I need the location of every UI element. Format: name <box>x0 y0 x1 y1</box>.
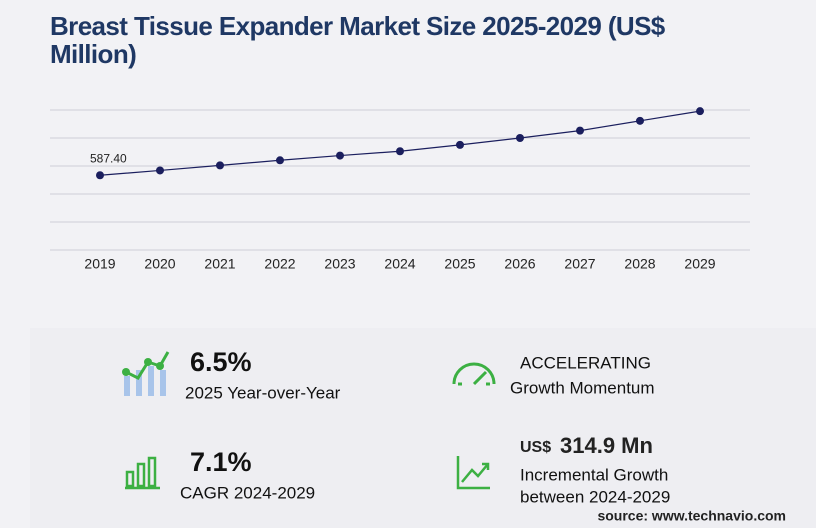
point <box>516 134 524 142</box>
incremental-icon <box>456 456 490 490</box>
x-tick-label: 2029 <box>684 256 715 272</box>
stat-unit: US$ <box>520 439 551 456</box>
point <box>96 171 104 180</box>
stat-label: Incremental Growth <box>520 465 668 484</box>
x-tick-label: 2028 <box>624 256 655 272</box>
point <box>276 156 284 165</box>
x-tick-label: 2026 <box>504 256 535 272</box>
source: source: www.technavio.com <box>597 508 786 524</box>
x-tick-label: 2027 <box>564 256 595 272</box>
momentum-icon <box>452 362 496 386</box>
point <box>696 107 704 116</box>
data-label: 587.40 <box>90 151 127 165</box>
point <box>636 116 644 125</box>
x-tick-label: 2025 <box>444 256 475 272</box>
point <box>576 126 584 135</box>
x-tick-label: 2019 <box>84 256 115 272</box>
stat-value: 314.9 Mn <box>560 433 653 458</box>
stat-value: 6.5% <box>190 347 252 377</box>
stat-label: between 2024-2029 <box>520 487 670 506</box>
point <box>336 151 344 160</box>
chart-title: Breast Tissue Expander Market Size 2025-… <box>50 11 665 69</box>
stats-panel <box>30 328 816 528</box>
stat-value: 7.1% <box>190 447 252 477</box>
point <box>456 140 464 149</box>
stat-label: 2025 Year-over-Year <box>185 383 341 402</box>
cagr-icon <box>125 456 160 490</box>
point <box>156 166 164 175</box>
point <box>396 147 404 156</box>
x-tick-label: 2020 <box>144 256 175 272</box>
stat-value: ACCELERATING <box>520 353 651 372</box>
x-tick-label: 2023 <box>324 256 355 272</box>
point <box>216 161 224 170</box>
x-tick-label: 2024 <box>384 256 415 272</box>
stat-label: CAGR 2024-2029 <box>180 483 315 502</box>
stat-label: Growth Momentum <box>510 378 655 397</box>
x-tick-label: 2021 <box>204 256 235 272</box>
yoy-icon <box>122 351 170 396</box>
x-tick-label: 2022 <box>264 256 295 272</box>
